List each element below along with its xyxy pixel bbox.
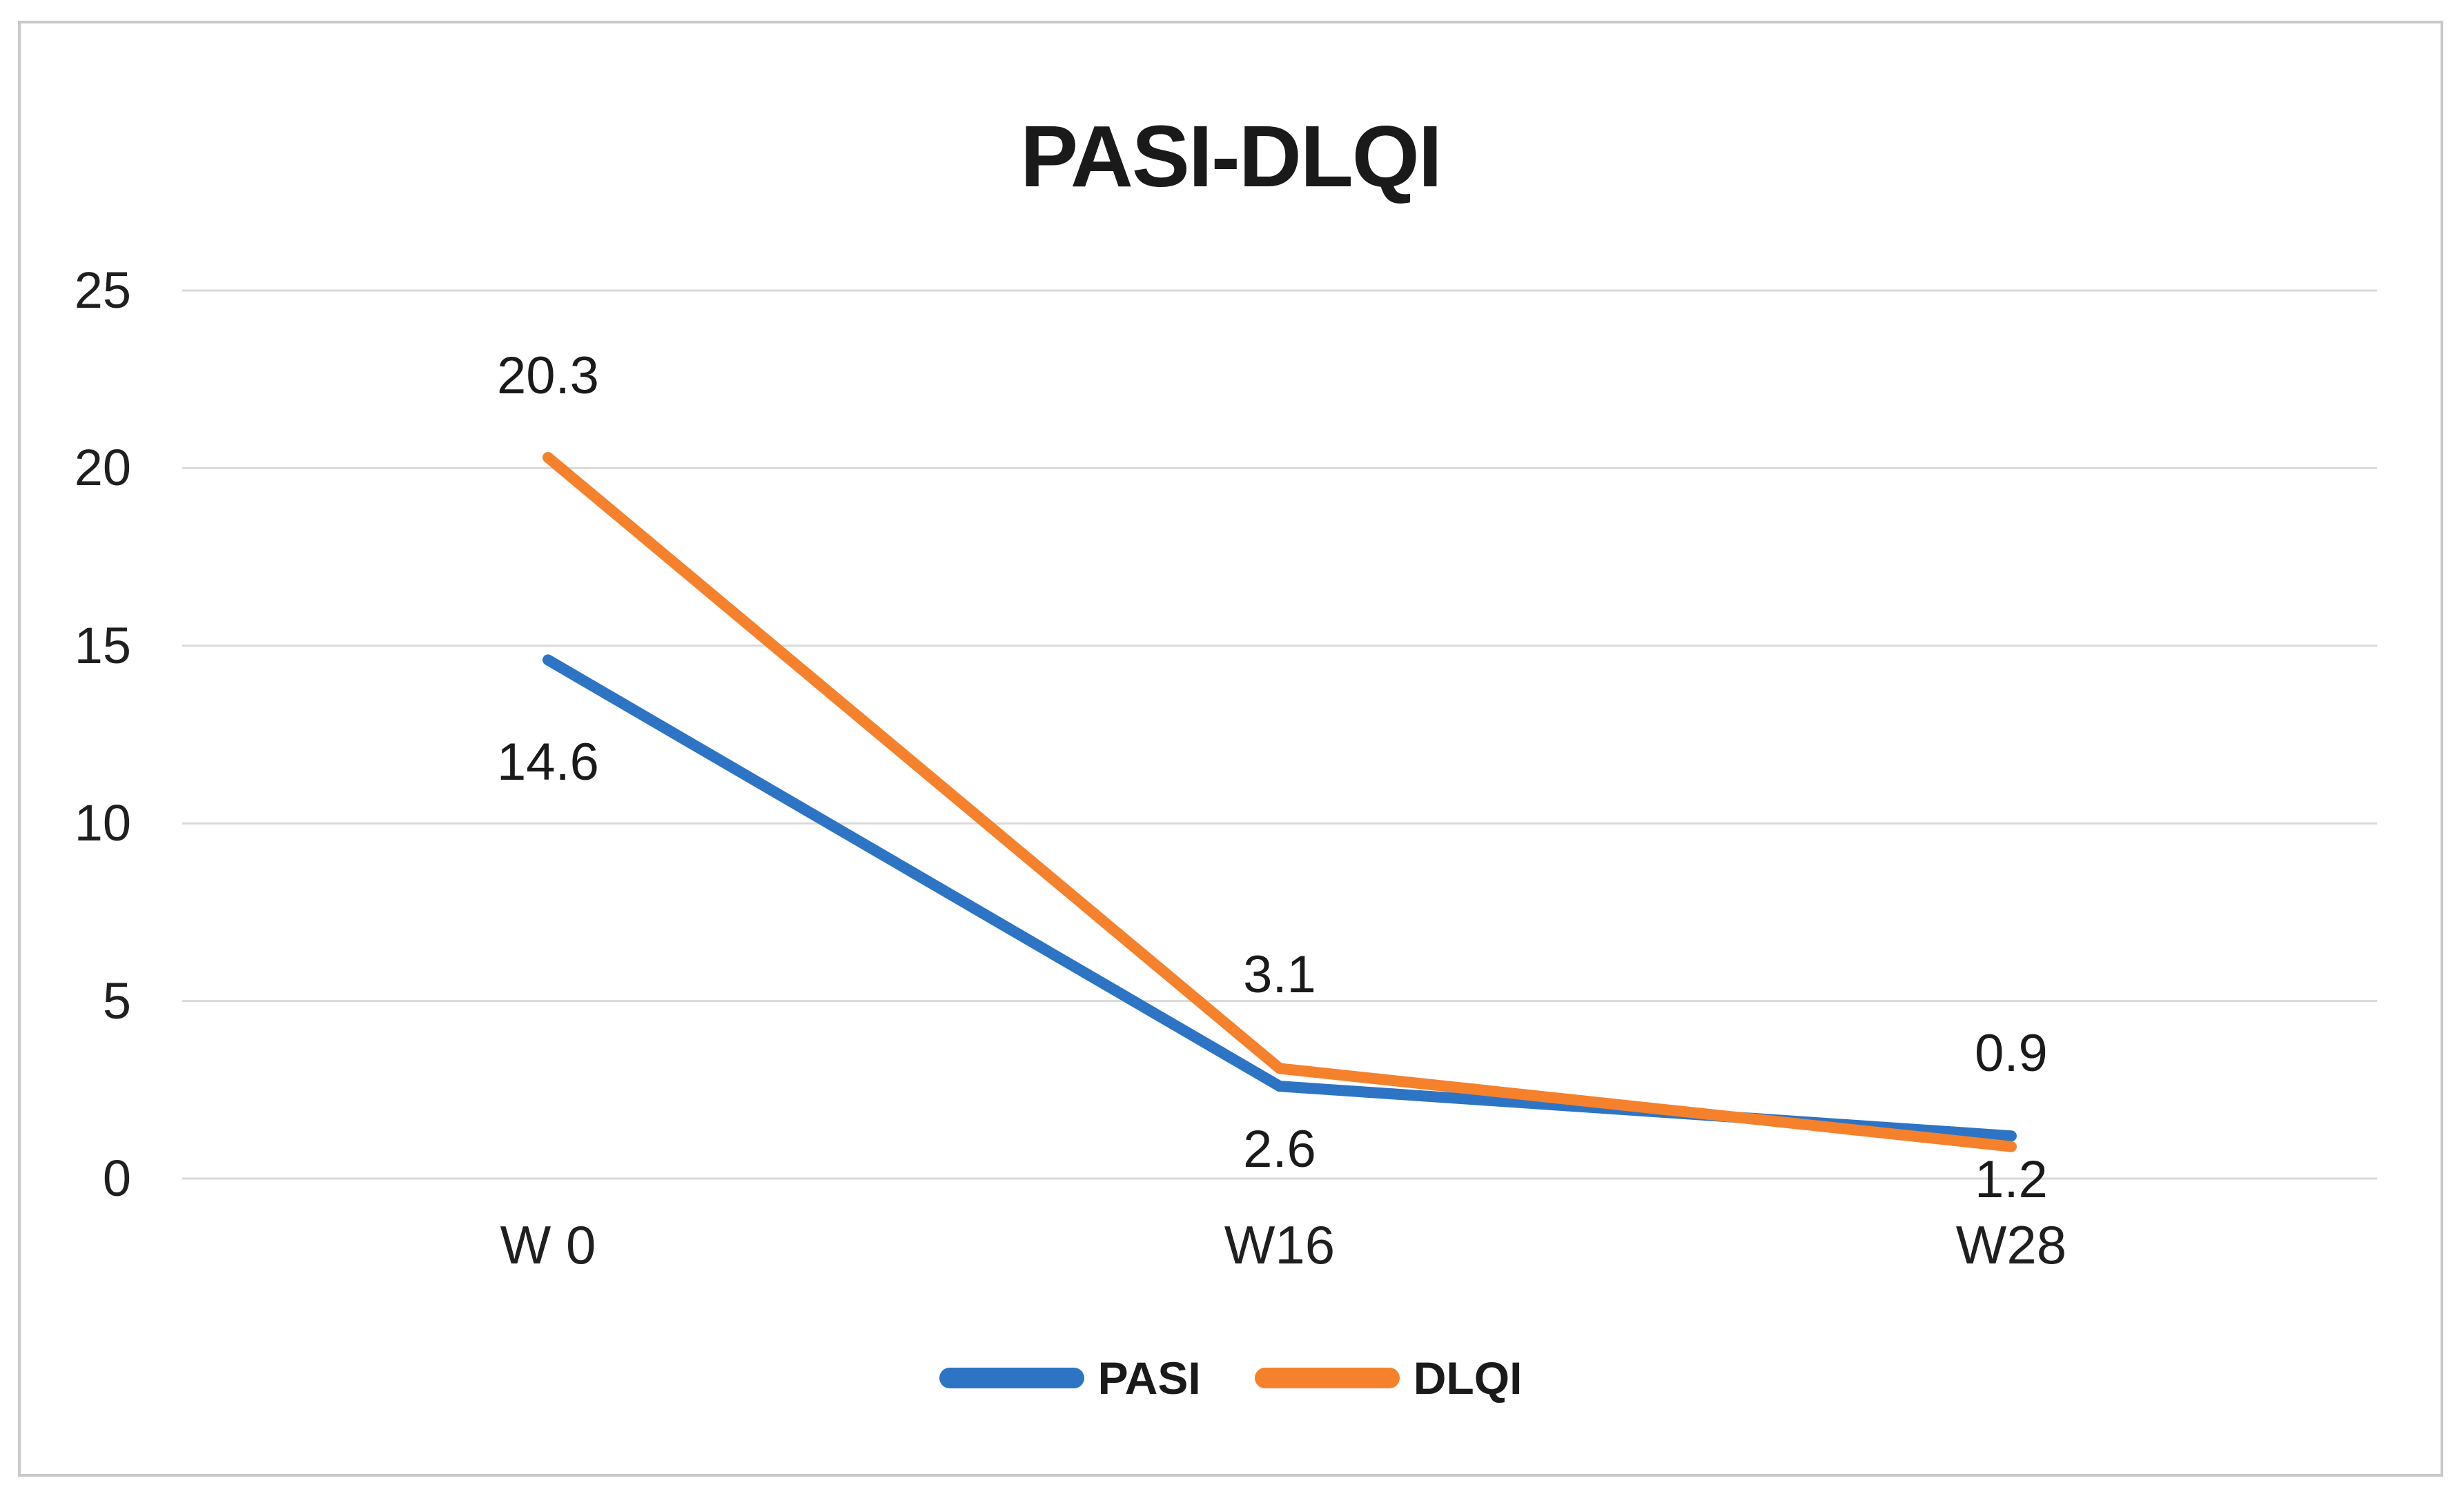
dlqi-line-swatch-icon xyxy=(1254,1368,1400,1388)
legend: PASI DLQI xyxy=(21,1352,2441,1404)
y-tick-label: 0 xyxy=(102,1150,131,1207)
dlqi-data-label: 20.3 xyxy=(497,346,599,405)
legend-item-pasi: PASI xyxy=(939,1352,1201,1404)
x-category-label: W28 xyxy=(1955,1214,2067,1275)
dlqi-legend-label: DLQI xyxy=(1413,1352,1523,1404)
pasi-data-label: 14.6 xyxy=(497,733,599,792)
plot-area xyxy=(182,289,2377,1180)
legend-item-dlqi: DLQI xyxy=(1254,1352,1523,1404)
pasi-line-swatch-icon xyxy=(939,1368,1084,1388)
x-category-label: W16 xyxy=(1224,1214,1336,1275)
y-tick-label: 5 xyxy=(102,972,131,1030)
x-category-label: W 0 xyxy=(500,1214,596,1275)
chart-figure: PASI-DLQI 0 5 10 15 20 25 W 0 W16 W28 14.6 2.6 1.… xyxy=(18,21,2443,1477)
y-tick-label: 15 xyxy=(74,616,131,674)
pasi-data-label: 1.2 xyxy=(1975,1150,2048,1210)
pasi-data-label: 2.6 xyxy=(1243,1120,1316,1179)
dlqi-data-label: 3.1 xyxy=(1243,945,1316,1005)
dlqi-line xyxy=(542,451,2017,1152)
y-tick-label: 25 xyxy=(74,262,131,319)
y-tick-label: 10 xyxy=(74,794,131,852)
dlqi-data-label: 0.9 xyxy=(1975,1023,2048,1083)
y-tick-label: 20 xyxy=(74,439,131,497)
chart-title: PASI-DLQI xyxy=(1020,108,1443,205)
pasi-legend-label: PASI xyxy=(1097,1352,1201,1404)
